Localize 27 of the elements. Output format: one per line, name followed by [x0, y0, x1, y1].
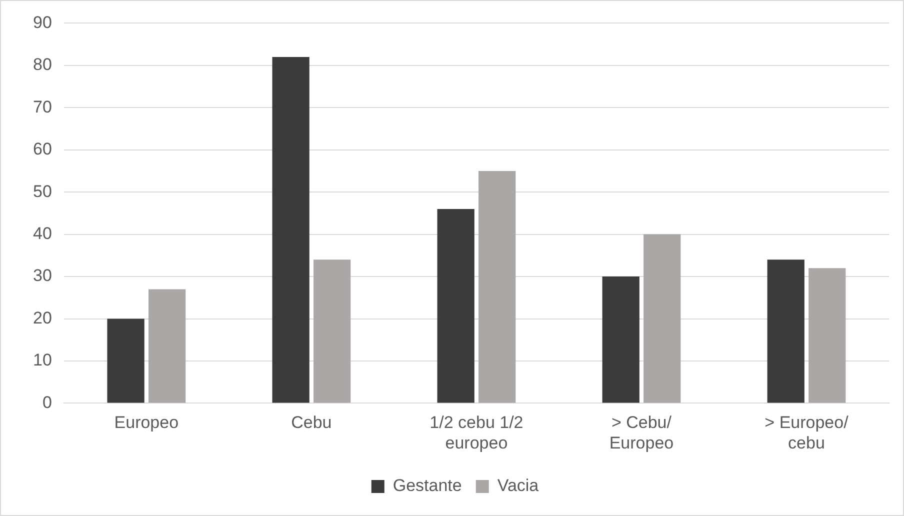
x-tick-label: Cebu: [291, 413, 332, 432]
y-tick-label: 20: [32, 308, 52, 328]
y-tick-label: 10: [32, 350, 52, 370]
y-tick-label: 50: [32, 182, 52, 201]
x-tick-label: > Cebu/ Europeo: [609, 413, 674, 452]
x-tick-label: 1/2 cebu 1/2 europeo: [430, 413, 524, 452]
y-tick-label: 0: [42, 392, 52, 412]
bar: [808, 268, 846, 403]
legend-label: Gestante: [392, 476, 462, 496]
y-tick-label: 30: [32, 266, 52, 286]
y-tick-label: 80: [32, 55, 52, 74]
bar: [767, 260, 804, 403]
bar: [478, 170, 516, 403]
bar: [272, 56, 310, 403]
bar: [644, 234, 681, 403]
bar: [602, 276, 640, 403]
y-tick-label: 90: [32, 12, 52, 32]
y-tick-label: 40: [32, 224, 52, 243]
bar: [148, 289, 186, 403]
legend-label: Vacia: [497, 476, 540, 496]
x-tick-label: > Europeo/ cebu: [764, 413, 849, 452]
y-tick-label: 60: [32, 140, 52, 159]
bar: [107, 318, 144, 403]
bar: [314, 260, 351, 403]
x-tick-label: Europeo: [114, 413, 179, 432]
bar: [437, 208, 474, 403]
y-tick-label: 70: [32, 97, 52, 116]
